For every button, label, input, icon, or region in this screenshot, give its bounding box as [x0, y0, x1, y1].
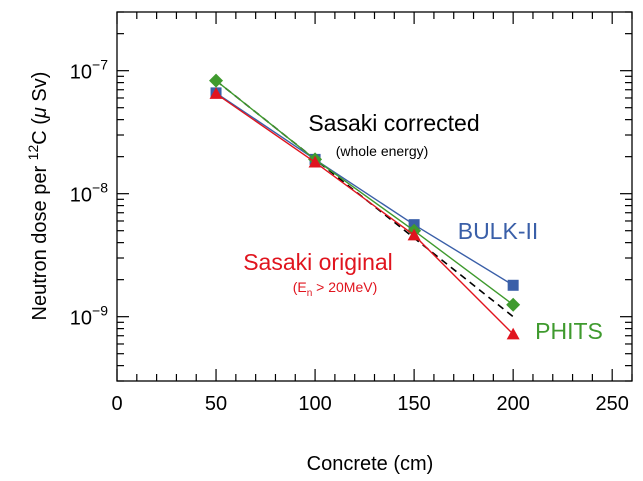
x-tick-label: 0 — [111, 393, 122, 415]
x-tick-label: 150 — [397, 393, 430, 415]
series-line-sasaki-original — [215, 93, 514, 335]
axis-ticks — [116, 11, 633, 382]
series-line-phits — [215, 80, 514, 306]
annotation-subscript-n: n — [307, 288, 313, 299]
y-tick-label: 10−9 — [70, 303, 108, 330]
y-tick-label: 10−8 — [70, 180, 108, 207]
x-tick-labels: 0 50 100 150 200 250 — [111, 393, 628, 415]
annotation-sasaki-corrected-sub: (whole energy) — [336, 143, 429, 159]
annotation-sasaki-corrected: Sasaki corrected — [308, 110, 479, 136]
x-axis-title: Concrete (cm) — [307, 453, 434, 475]
y-axis-title-mu: μ — [29, 107, 51, 119]
annotation-sasaki-original: Sasaki original — [243, 249, 393, 275]
series-layer — [209, 73, 521, 340]
x-tick-label: 200 — [496, 393, 529, 415]
x-tick-label: 50 — [205, 393, 227, 415]
point-bulk-ii — [507, 279, 519, 291]
annotation-bulk-ii: BULK-II — [458, 218, 539, 244]
annotation-phits: PHITS — [535, 318, 603, 344]
point-sasaki-original — [407, 228, 421, 241]
x-tick-label: 100 — [298, 393, 331, 415]
y-tick-labels: 10−9 10−8 10−7 — [70, 57, 108, 330]
x-tick-label: 250 — [596, 393, 629, 415]
point-phits — [506, 297, 521, 312]
y-axis-title-superscript: 12 — [25, 145, 41, 161]
y-tick-label: 10−7 — [70, 57, 108, 84]
point-sasaki-original — [308, 155, 322, 168]
point-phits — [209, 73, 224, 88]
point-sasaki-original — [209, 87, 223, 99]
y-axis-title: Neutron dose per 12C (μ Sv) — [25, 72, 51, 321]
annotation-sasaki-original-sub: (En > 20MeV) — [293, 279, 378, 299]
point-sasaki-original — [506, 327, 520, 340]
series-line-bulk-ii — [215, 92, 514, 286]
